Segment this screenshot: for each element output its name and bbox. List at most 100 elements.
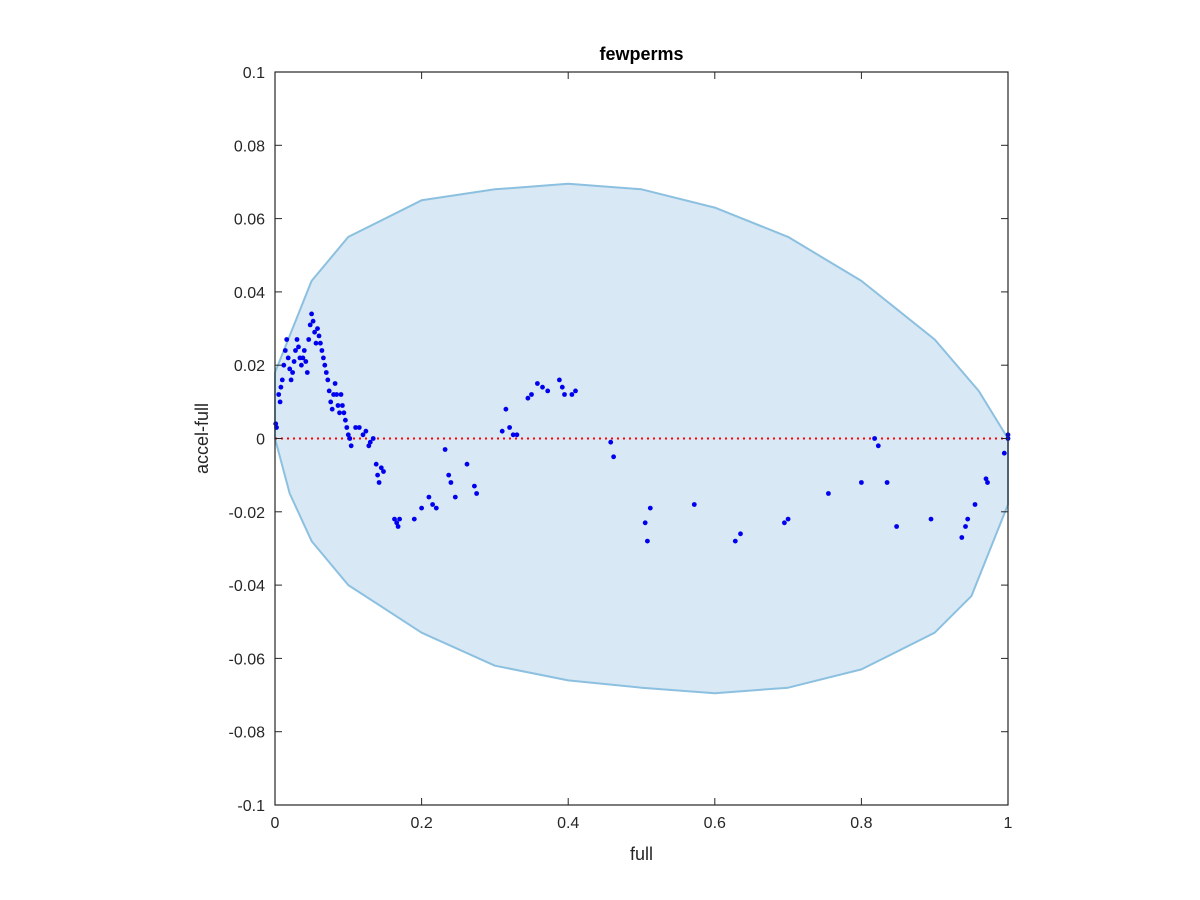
data-point	[642, 520, 648, 526]
data-point	[782, 520, 787, 526]
data-point	[360, 432, 366, 438]
data-point	[959, 535, 965, 540]
data-point	[319, 348, 325, 353]
data-point	[525, 395, 531, 401]
data-point	[474, 491, 479, 496]
data-point	[557, 377, 562, 383]
x-tick-label: 1	[1004, 815, 1013, 832]
data-point	[433, 505, 439, 511]
data-point	[287, 366, 293, 372]
data-point	[310, 318, 316, 324]
data-point	[296, 344, 301, 350]
data-point	[290, 370, 295, 375]
data-point	[306, 337, 312, 342]
y-tick-label: -0.08	[229, 725, 266, 742]
data-point	[448, 480, 454, 485]
data-point	[345, 432, 351, 438]
data-point	[985, 480, 990, 485]
data-point	[430, 502, 435, 507]
y-tick-label: 0	[256, 432, 265, 449]
data-point	[300, 355, 306, 361]
data-point	[514, 432, 520, 438]
y-tick-label: 0.1	[243, 65, 265, 82]
data-point	[569, 392, 575, 397]
x-axis-label: full	[630, 844, 653, 864]
data-point	[304, 370, 310, 375]
data-point	[499, 428, 505, 434]
data-point	[321, 355, 326, 361]
data-point	[303, 359, 309, 364]
data-point	[562, 392, 567, 397]
data-point	[426, 494, 432, 500]
data-point	[335, 403, 341, 408]
data-point	[294, 337, 300, 342]
data-point	[284, 337, 290, 342]
x-tick-label: 0.6	[704, 815, 726, 832]
data-point	[334, 392, 339, 397]
data-point	[316, 333, 322, 339]
data-point	[411, 516, 417, 522]
data-point	[313, 340, 319, 346]
data-point	[446, 472, 452, 478]
data-point	[535, 381, 540, 386]
data-point	[326, 388, 332, 394]
data-point	[381, 469, 386, 474]
y-tick-label: 0.02	[234, 358, 265, 375]
y-tick-label: 0.06	[234, 212, 265, 229]
data-point	[540, 384, 545, 390]
data-point	[315, 326, 320, 331]
chart-title: fewperms	[599, 44, 683, 64]
data-point	[322, 362, 328, 368]
data-point	[299, 362, 304, 368]
data-point	[343, 417, 348, 423]
data-point	[367, 439, 373, 445]
y-axis-label: accel-full	[192, 403, 212, 474]
x-tick-label: 0.2	[410, 815, 432, 832]
data-point	[341, 410, 347, 416]
data-point	[291, 359, 297, 364]
data-point	[573, 388, 578, 394]
data-point	[392, 516, 397, 522]
x-axis-ticks: 0 0.2 0.4 0.6 0.8 1	[271, 72, 1013, 832]
y-tick-label: -0.04	[229, 578, 266, 595]
data-point	[559, 384, 565, 390]
data-point	[442, 447, 448, 452]
data-point	[373, 461, 379, 467]
y-tick-label: -0.02	[229, 505, 266, 522]
data-point	[337, 410, 342, 416]
data-point	[281, 362, 287, 368]
data-point	[363, 428, 369, 434]
data-point	[875, 443, 881, 449]
data-point	[353, 425, 358, 430]
x-tick-label: 0.8	[850, 815, 872, 832]
data-point	[507, 425, 512, 430]
data-point	[503, 406, 509, 412]
y-tick-label: 0.08	[234, 138, 265, 155]
data-point	[1001, 450, 1007, 456]
data-point	[370, 436, 376, 441]
data-point	[732, 538, 738, 544]
y-axis-ticks: -0.1 -0.08 -0.06 -0.04 -0.02 0 0.02 0.04 0.06 0.0…	[229, 65, 1008, 815]
data-point	[307, 322, 313, 328]
x-tick-label: 0.4	[557, 815, 579, 832]
data-point	[397, 516, 402, 522]
data-point	[894, 524, 899, 529]
data-point	[285, 355, 291, 361]
data-point	[472, 483, 477, 489]
data-point	[872, 436, 877, 441]
data-point	[419, 505, 424, 511]
data-point	[965, 516, 971, 522]
data-point	[344, 425, 350, 430]
data-point	[329, 406, 335, 412]
data-point	[928, 516, 934, 522]
data-point	[309, 311, 314, 317]
y-tick-label: 0.04	[234, 285, 265, 302]
data-point	[859, 480, 864, 485]
data-point	[529, 392, 534, 397]
data-point	[282, 348, 288, 353]
data-point	[691, 502, 697, 507]
data-point	[325, 377, 331, 383]
data-point	[347, 436, 353, 441]
y-tick-label: -0.06	[229, 651, 266, 668]
